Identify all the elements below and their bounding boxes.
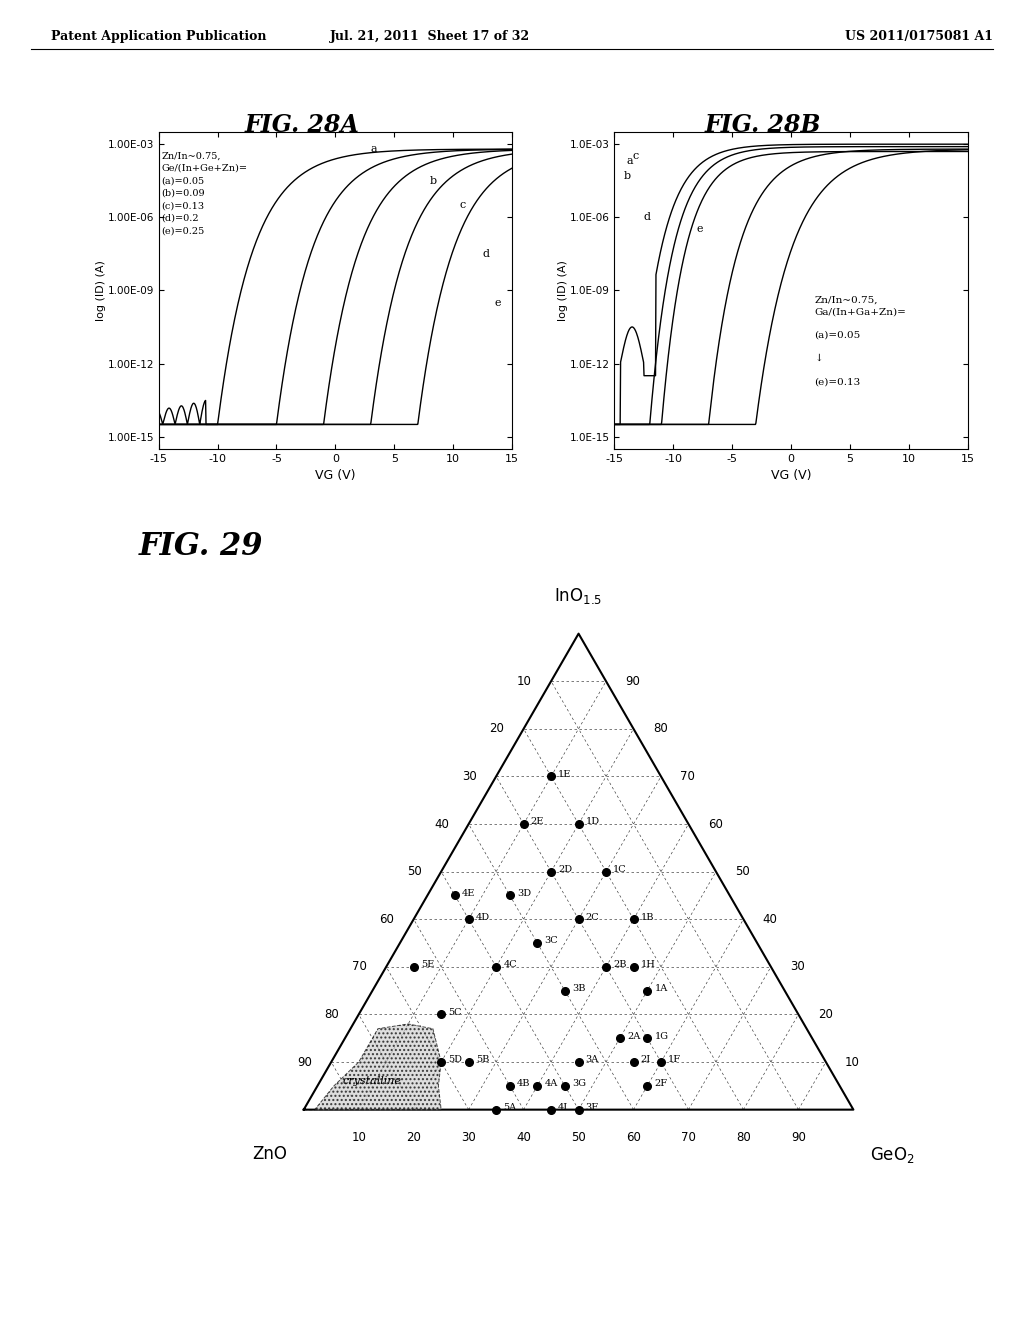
Text: 2F: 2F: [654, 1080, 668, 1088]
Text: ZnO: ZnO: [252, 1146, 288, 1163]
Text: 70: 70: [680, 770, 695, 783]
Text: Zn/In~0.75,
Ge/(In+Ge+Zn)=
(a)=0.05
(b)=0.09
(c)=0.13
(d)=0.2
(e)=0.25: Zn/In~0.75, Ge/(In+Ge+Zn)= (a)=0.05 (b)=…: [161, 152, 247, 235]
Polygon shape: [304, 1024, 441, 1110]
Text: 60: 60: [708, 817, 723, 830]
Text: 2B: 2B: [613, 960, 627, 969]
Text: FIG. 28A: FIG. 28A: [245, 114, 359, 137]
Text: 60: 60: [626, 1130, 641, 1143]
Text: b: b: [430, 176, 436, 186]
Text: 2A: 2A: [627, 1031, 640, 1040]
Text: 3B: 3B: [572, 983, 586, 993]
Text: c: c: [632, 152, 638, 161]
Text: 30: 30: [791, 961, 805, 973]
Text: 20: 20: [407, 1130, 421, 1143]
Text: a: a: [626, 156, 633, 166]
Text: 10: 10: [845, 1056, 860, 1069]
Text: 2I: 2I: [641, 1056, 651, 1064]
Text: 50: 50: [408, 865, 422, 878]
Text: 90: 90: [297, 1056, 312, 1069]
Y-axis label: log (ID) (A): log (ID) (A): [558, 260, 568, 321]
Text: d: d: [644, 213, 651, 222]
Text: 70: 70: [352, 961, 367, 973]
Y-axis label: log (ID) (A): log (ID) (A): [96, 260, 105, 321]
X-axis label: VG (V): VG (V): [315, 469, 355, 482]
Text: 50: 50: [571, 1130, 586, 1143]
Text: Zn/In~0.75,
Ga/(In+Ga+Zn)=

(a)=0.05

↓

(e)=0.13: Zn/In~0.75, Ga/(In+Ga+Zn)= (a)=0.05 ↓ (e…: [815, 296, 906, 387]
Text: 10: 10: [351, 1130, 367, 1143]
Text: 1F: 1F: [668, 1056, 681, 1064]
Text: crystalline: crystalline: [343, 1076, 402, 1086]
Text: 70: 70: [681, 1130, 696, 1143]
Text: b: b: [624, 170, 631, 181]
Text: Jul. 21, 2011  Sheet 17 of 32: Jul. 21, 2011 Sheet 17 of 32: [330, 30, 530, 44]
Text: 3A: 3A: [586, 1056, 599, 1064]
Text: 20: 20: [817, 1008, 833, 1020]
Text: FIG. 28B: FIG. 28B: [705, 114, 821, 137]
Text: c: c: [459, 201, 465, 210]
Text: Patent Application Publication: Patent Application Publication: [51, 30, 266, 44]
Text: 20: 20: [489, 722, 505, 735]
Text: 10: 10: [517, 675, 531, 688]
Text: d: d: [482, 249, 489, 259]
Text: a: a: [371, 144, 377, 154]
Text: 3G: 3G: [572, 1080, 586, 1088]
Text: 1H: 1H: [641, 960, 655, 969]
Text: 40: 40: [434, 817, 450, 830]
Text: 2C: 2C: [586, 912, 599, 921]
Text: 80: 80: [652, 722, 668, 735]
Text: 5A: 5A: [503, 1104, 516, 1111]
Text: 5B: 5B: [476, 1056, 489, 1064]
Text: FIG. 29: FIG. 29: [138, 531, 263, 561]
Text: US 2011/0175081 A1: US 2011/0175081 A1: [845, 30, 993, 44]
Text: 50: 50: [735, 865, 750, 878]
Text: 1B: 1B: [641, 912, 654, 921]
Text: 3C: 3C: [545, 936, 558, 945]
Text: 1A: 1A: [654, 983, 668, 993]
Text: 3F: 3F: [586, 1104, 599, 1111]
Text: 4A: 4A: [545, 1080, 558, 1088]
Text: 4D: 4D: [476, 912, 489, 921]
Text: 30: 30: [461, 1130, 476, 1143]
Text: 5D: 5D: [449, 1056, 462, 1064]
Text: 5E: 5E: [421, 960, 434, 969]
Text: 2E: 2E: [530, 817, 544, 826]
Text: 30: 30: [462, 770, 477, 783]
Text: 1G: 1G: [654, 1031, 669, 1040]
Text: 2D: 2D: [558, 865, 572, 874]
X-axis label: VG (V): VG (V): [771, 469, 811, 482]
Text: 40: 40: [516, 1130, 531, 1143]
Text: 80: 80: [325, 1008, 340, 1020]
Text: 1E: 1E: [558, 770, 571, 779]
Text: 4B: 4B: [517, 1080, 530, 1088]
Text: 5C: 5C: [449, 1007, 462, 1016]
Text: 4C: 4C: [503, 960, 517, 969]
Text: 3D: 3D: [517, 888, 531, 898]
Text: 90: 90: [626, 675, 640, 688]
Text: InO$_{1.5}$: InO$_{1.5}$: [554, 586, 603, 606]
Text: 1C: 1C: [613, 865, 627, 874]
Text: GeO$_2$: GeO$_2$: [869, 1146, 914, 1166]
Text: 4I: 4I: [558, 1104, 568, 1111]
Text: 90: 90: [791, 1130, 806, 1143]
Text: 1D: 1D: [586, 817, 600, 826]
Text: e: e: [495, 297, 501, 308]
Text: 80: 80: [736, 1130, 751, 1143]
Text: 40: 40: [763, 912, 777, 925]
Text: 4E: 4E: [462, 888, 475, 898]
Text: e: e: [696, 224, 703, 235]
Text: 60: 60: [380, 912, 394, 925]
